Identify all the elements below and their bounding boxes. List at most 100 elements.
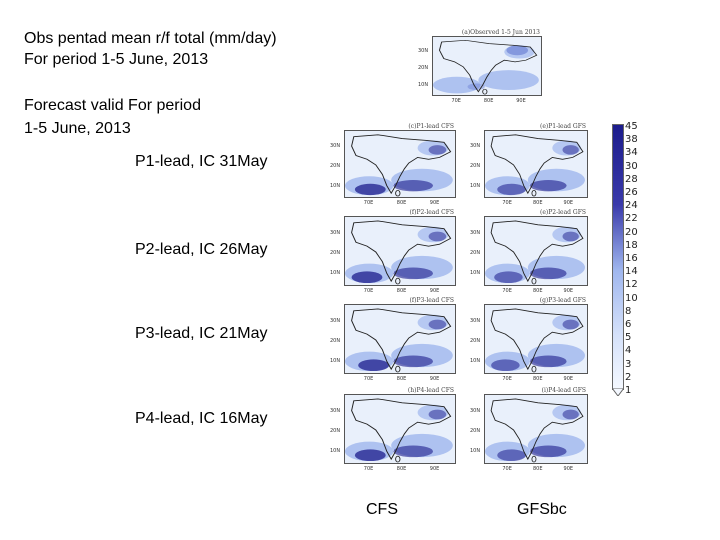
coastline <box>351 134 452 195</box>
map-p2-gfs: (e)P2-lead GFS 30N 20N 10N 70E 80E 90E <box>470 209 590 294</box>
latitude-label: 10N <box>330 270 341 277</box>
longitude-label: 90E <box>429 466 440 472</box>
map-p2-cfs: (f)P2-lead CFS 30N 20N 10N 70E 80E 90E <box>330 209 458 294</box>
island-outline <box>395 455 401 463</box>
latitude-label: 30N <box>470 317 481 324</box>
rainfall-map <box>484 394 588 464</box>
longitude-label: 70E <box>502 376 512 382</box>
island-outline <box>395 190 401 197</box>
latitude-label: 10N <box>330 358 341 365</box>
obs-title-line2: For period 1-5 June, 2013 <box>24 51 209 68</box>
island-outline <box>482 88 488 95</box>
island-outline <box>395 277 401 285</box>
forecast-title-line2: 1-5 June, 2013 <box>24 120 131 137</box>
latitude-label: 20N <box>470 250 481 256</box>
coastline <box>351 398 452 461</box>
map-field <box>485 305 587 373</box>
colorbar-tick-label: 18 <box>625 239 638 251</box>
longitude-label: 90E <box>429 200 440 206</box>
panel-title: (i)P4-lead GFS <box>541 387 586 394</box>
latitude-label: 20N <box>330 338 341 344</box>
row-label-p1: P1-lead, IC 31May <box>135 153 268 170</box>
colorbar-tick-label: 8 <box>625 305 632 317</box>
map-field <box>485 131 587 197</box>
panel-title: (e)P1-lead GFS <box>540 123 586 130</box>
island-outline <box>531 190 537 197</box>
longitude-label: 80E <box>396 200 407 206</box>
colorbar-tick-label: 34 <box>625 147 638 159</box>
rainfall-map <box>484 216 588 286</box>
rainfall-map <box>344 304 456 374</box>
colorbar-tick-label: 45 <box>625 121 638 132</box>
rainfall-map <box>484 304 588 374</box>
map-field <box>345 217 455 285</box>
colorbar-tick-label: 1 <box>625 385 632 396</box>
map-field <box>485 395 587 463</box>
colorbar-tick-label: 12 <box>625 279 638 291</box>
colorbar-tick-label: 22 <box>625 213 638 225</box>
rainfall-map <box>344 394 456 464</box>
latitude-label: 30N <box>470 143 481 150</box>
column-label-gfs: GFSbc <box>517 501 567 518</box>
latitude-label: 30N <box>330 229 341 236</box>
map-p3-gfs: (g)P3-lead GFS 30N 20N 10N 70E 80E 90E <box>470 297 590 382</box>
obs-title-line1: Obs pentad mean r/f total (mm/day) <box>24 30 277 47</box>
panel-title: (c)P1-lead CFS <box>408 123 454 130</box>
longitude-label: 70E <box>451 98 461 104</box>
longitude-label: 70E <box>363 466 374 472</box>
latitude-label: 20N <box>470 338 481 344</box>
longitude-label: 70E <box>363 200 374 206</box>
colorbar-tick-label: 28 <box>625 173 638 185</box>
latitude-label: 30N <box>470 407 481 414</box>
longitude-label: 90E <box>563 288 574 294</box>
longitude-label: 90E <box>563 200 574 206</box>
longitude-label: 90E <box>563 376 574 382</box>
island-outline <box>531 365 537 373</box>
island-outline <box>395 365 401 373</box>
map-field <box>345 395 455 463</box>
coastline <box>351 308 452 371</box>
coastline <box>438 39 538 93</box>
longitude-label: 70E <box>363 376 374 382</box>
map-field <box>485 217 587 285</box>
latitude-label: 10N <box>470 358 481 365</box>
longitude-label: 90E <box>563 466 574 472</box>
colorbar-tick-label: 10 <box>625 292 638 304</box>
colorbar-tick-label: 5 <box>625 332 632 344</box>
longitude-label: 70E <box>502 288 512 294</box>
rainfall-map <box>344 130 456 198</box>
longitude-label: 70E <box>502 200 512 206</box>
longitude-label: 70E <box>363 288 374 294</box>
colorbar-tick-label: 20 <box>625 226 638 238</box>
latitude-label: 30N <box>330 407 341 414</box>
latitude-label: 10N <box>470 448 481 455</box>
longitude-label: 80E <box>532 288 543 294</box>
coastline <box>490 398 584 461</box>
coastline <box>351 220 452 283</box>
longitude-label: 80E <box>396 376 407 382</box>
colorbar-tick-label: 3 <box>625 358 632 370</box>
latitude-label: 30N <box>330 143 341 150</box>
panel-title: (f)P3-lead CFS <box>409 297 454 304</box>
map-field <box>433 37 541 95</box>
colorbar-tip-icon <box>612 388 624 396</box>
map-p1-gfs: (e)P1-lead GFS 30N 20N 10N 70E 80E 90E <box>470 123 590 206</box>
colorbar: 45 38 34 30 28 26 24 22 20 18 16 14 12 10 8 6 5 4 3 2 1 <box>612 121 642 396</box>
longitude-label: 80E <box>532 376 543 382</box>
latitude-label: 20N <box>330 163 341 169</box>
longitude-label: 80E <box>532 466 543 472</box>
longitude-label: 80E <box>483 98 494 104</box>
longitude-label: 80E <box>532 200 543 206</box>
latitude-label: 20N <box>330 250 341 256</box>
rainfall-map <box>344 216 456 286</box>
row-label-p2: P2-lead, IC 26May <box>135 241 268 258</box>
map-p1-cfs: (c)P1-lead CFS 30N 20N 10N 70E 80E 90E <box>330 123 458 206</box>
map-field <box>345 305 455 373</box>
longitude-label: 90E <box>429 376 440 382</box>
latitude-label: 10N <box>330 448 341 455</box>
colorbar-tick-label: 4 <box>625 345 632 357</box>
panel-title: (e)P2-lead GFS <box>540 209 586 216</box>
colorbar-tick-label: 30 <box>625 160 638 172</box>
longitude-label: 70E <box>502 466 512 472</box>
latitude-label: 10N <box>330 182 341 189</box>
